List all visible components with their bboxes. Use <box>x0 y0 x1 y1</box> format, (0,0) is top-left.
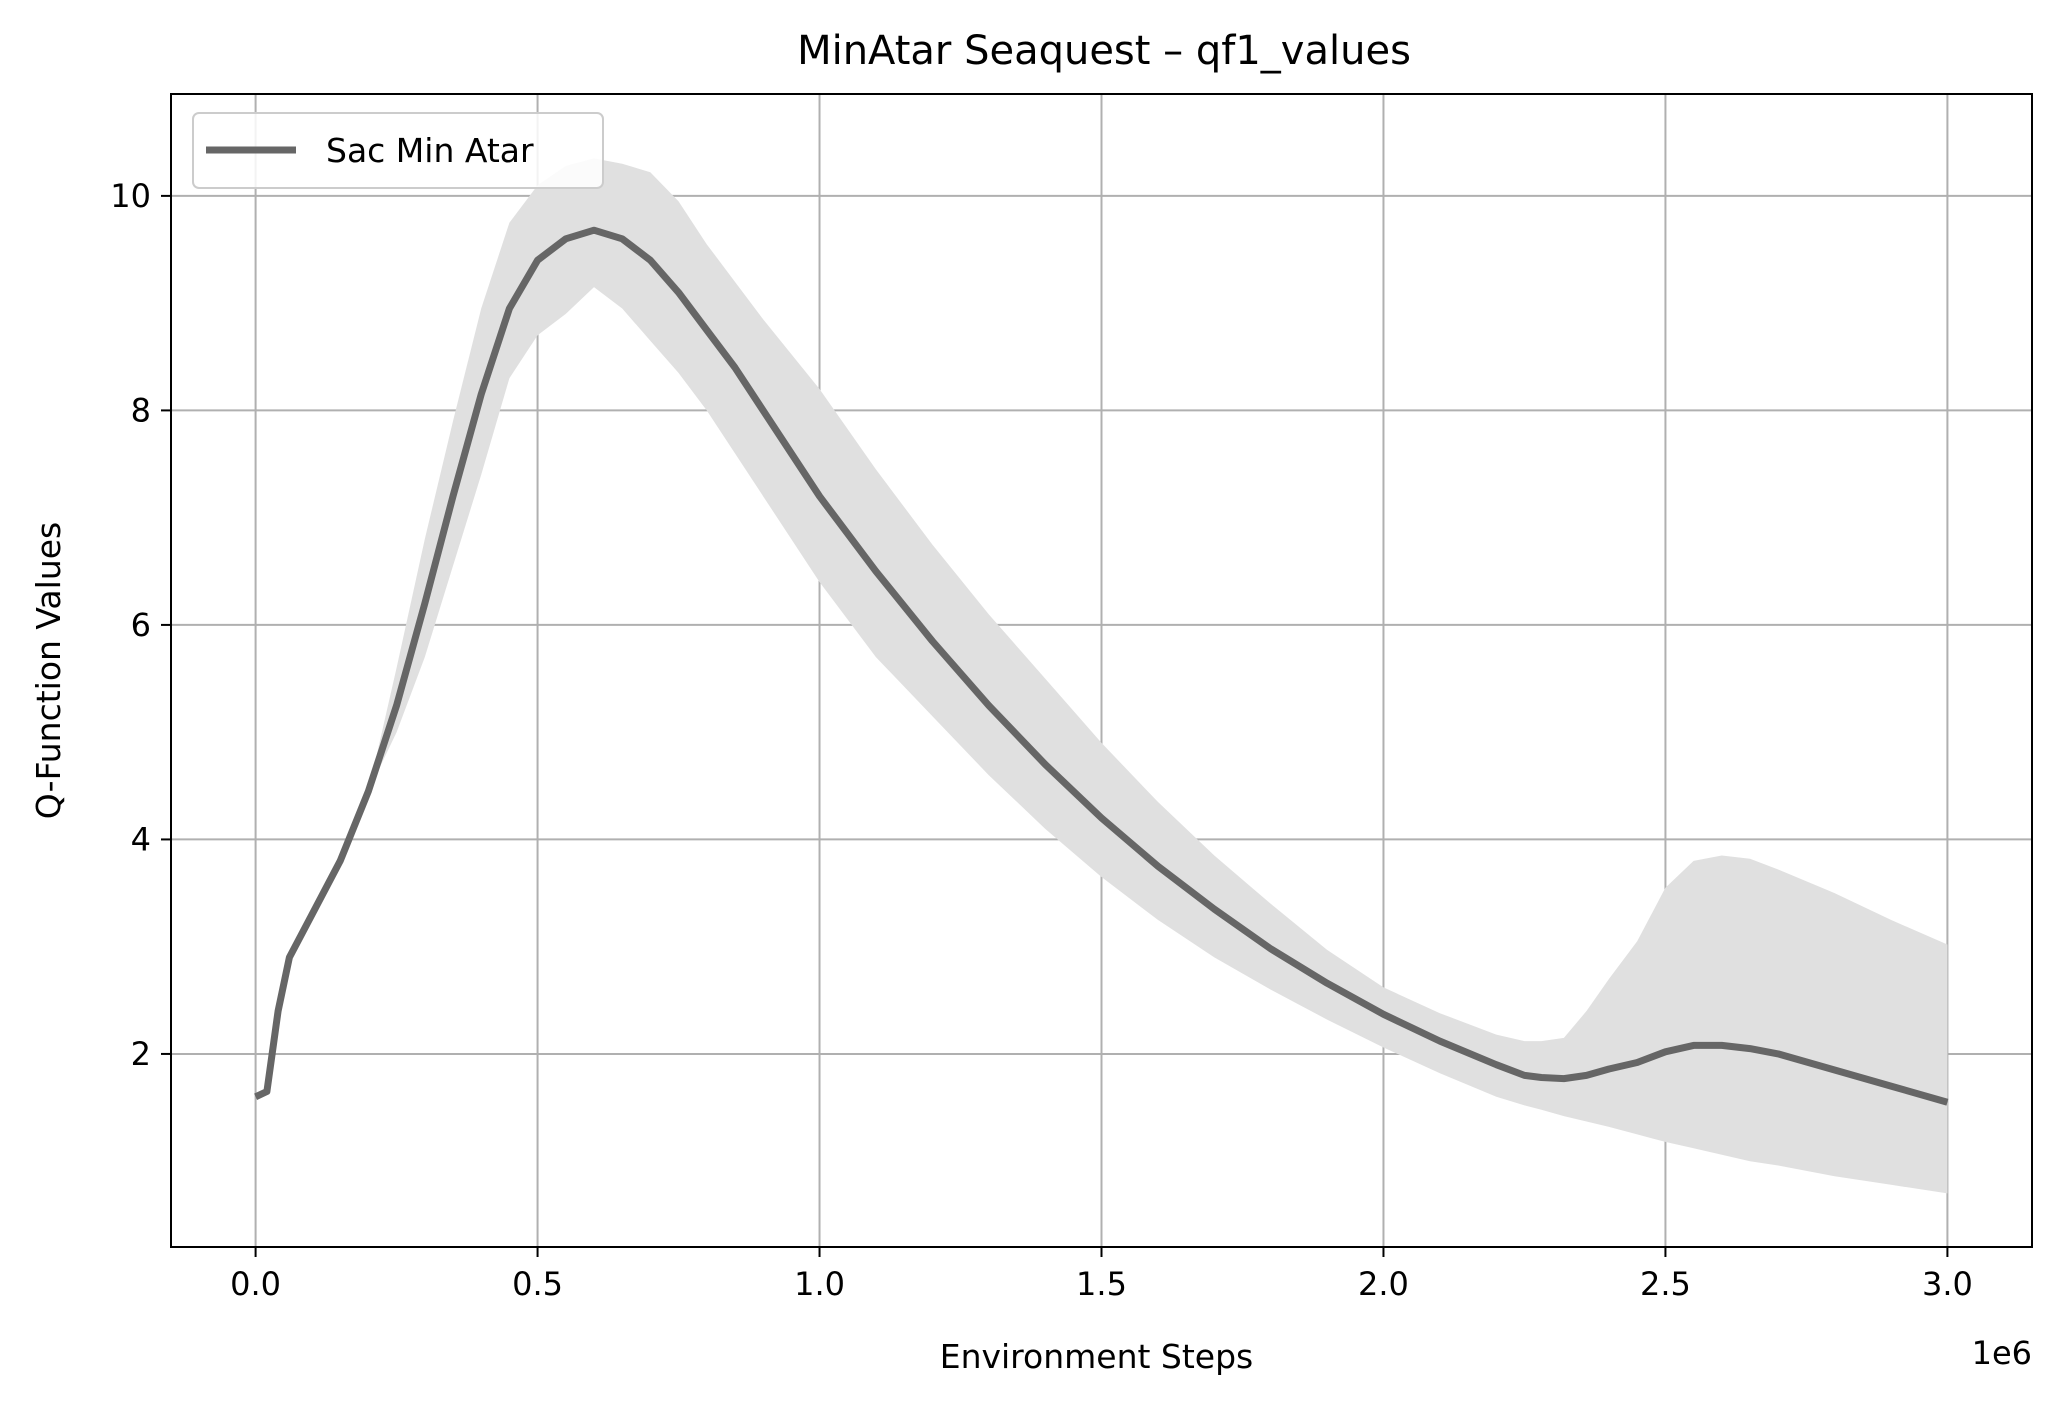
x-axis-offset-label: 1e6 <box>1972 1334 2032 1372</box>
y-tick-label: 4 <box>131 820 151 858</box>
series-line-layer <box>254 226 1949 1106</box>
x-axis-ticks: 0.0 0.5 1.0 1.5 2.0 2.5 3.0 <box>230 1247 1973 1303</box>
grid <box>171 94 2032 1247</box>
y-tick-label: 10 <box>110 177 151 215</box>
x-tick-label: 0.5 <box>512 1265 563 1303</box>
y-tick-label: 6 <box>131 606 151 644</box>
series-line-sac-min-atar <box>254 226 1949 1106</box>
confidence-band-layer <box>255 158 1948 1194</box>
legend-label-sac-min-atar: Sac Min Atar <box>326 131 534 170</box>
legend: Sac Min Atar <box>192 112 604 189</box>
x-tick-label: 1.5 <box>1076 1265 1127 1303</box>
chart-title: MinAtar Seaquest – qf1_values <box>797 28 1411 74</box>
y-axis-ticks: 2 4 6 8 10 <box>110 177 171 1073</box>
y-axis-title: Q-Function Values <box>29 522 68 819</box>
x-tick-label: 2.5 <box>1640 1265 1691 1303</box>
x-tick-label: 2.0 <box>1358 1265 1409 1303</box>
x-tick-label: 1.0 <box>794 1265 845 1303</box>
y-tick-label: 8 <box>131 391 151 429</box>
x-tick-label: 0.0 <box>230 1265 281 1303</box>
x-tick-label: 3.0 <box>1922 1265 1973 1303</box>
legend-box <box>192 112 604 189</box>
y-tick-label: 2 <box>131 1035 151 1073</box>
x-axis-title: Environment Steps <box>940 1337 1254 1376</box>
confidence-band-sac-min-atar <box>255 158 1948 1194</box>
